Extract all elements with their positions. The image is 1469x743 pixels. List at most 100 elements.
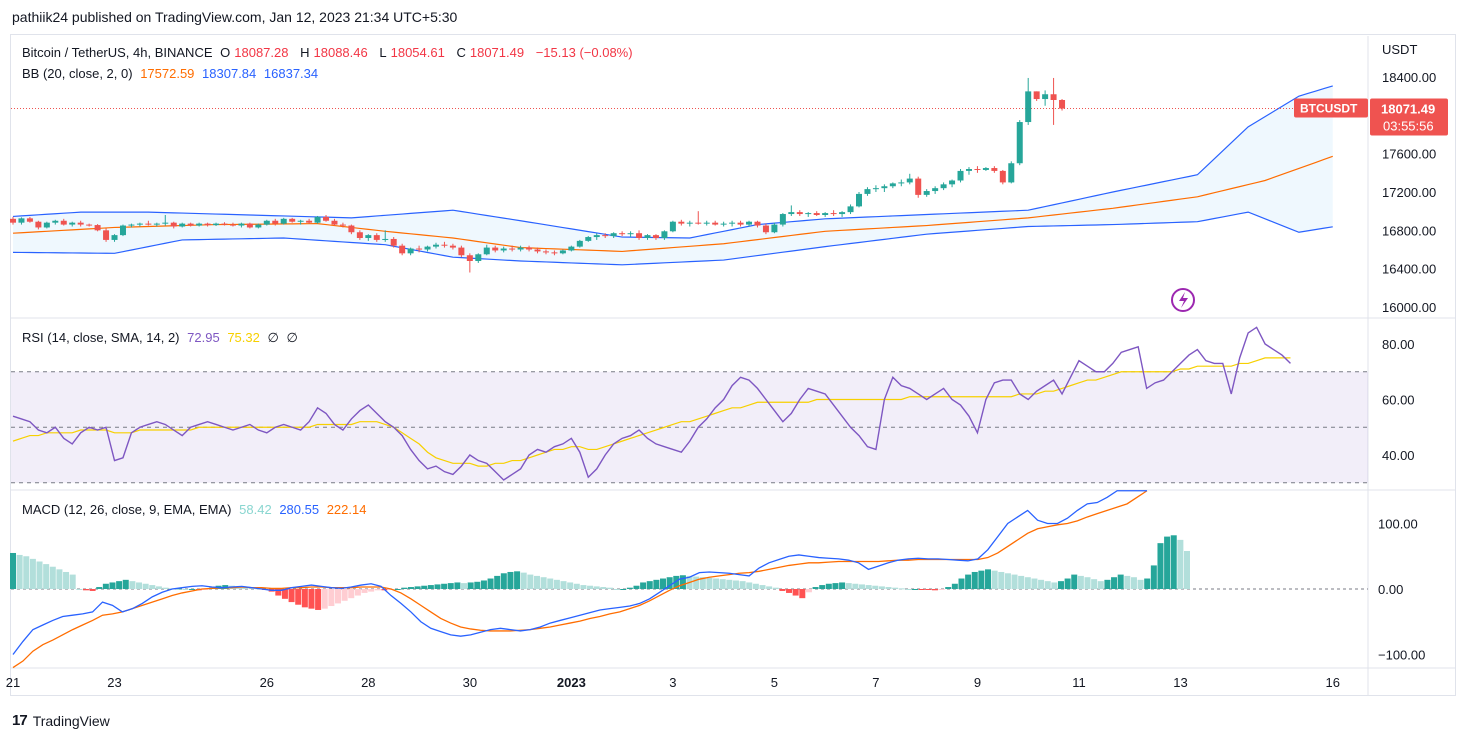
macd-histogram-bar (752, 583, 759, 589)
macd-histogram-bar (759, 585, 766, 589)
change-value: −15.13 (−0.08%) (535, 45, 633, 60)
candle-body (526, 247, 533, 250)
macd-histogram-bar (494, 575, 501, 589)
rsi-axis-tick: 40.00 (1382, 448, 1415, 463)
macd-histogram-bar (1091, 579, 1098, 589)
macd-histogram-bar (965, 574, 972, 589)
candle-body (627, 233, 634, 235)
open-label: O (220, 45, 231, 60)
candle-body (864, 189, 871, 194)
macd-histogram-bar (202, 589, 209, 590)
macd-histogram-bar (560, 581, 567, 589)
macd-histogram-bar (36, 561, 43, 589)
rsi-extra-1: ∅ (267, 330, 279, 345)
macd-histogram-bar (693, 576, 700, 589)
macd-histogram-bar (646, 581, 653, 589)
macd-histogram-bar (1051, 582, 1058, 589)
macd-histogram-bar (766, 586, 773, 589)
macd-histogram-bar (938, 589, 945, 590)
macd-histogram-bar (361, 589, 368, 593)
macd-histogram-bar (23, 556, 30, 589)
macd-histogram-bar (414, 586, 421, 589)
macd-histogram-bar (315, 589, 322, 610)
candle-body (86, 224, 93, 226)
macd-histogram-bar (109, 582, 116, 589)
macd-histogram-bar (421, 585, 428, 589)
rsi-legend[interactable]: RSI (14, close, SMA, 14, 2) 72.95 75.32 … (22, 330, 302, 346)
macd-histogram-bar (713, 578, 720, 589)
candle-body (373, 235, 380, 240)
candle-body (737, 222, 744, 225)
macd-histogram-bar (852, 583, 859, 589)
macd-histogram-bar (533, 575, 540, 589)
candle-body (424, 246, 431, 250)
symbol-label[interactable]: Bitcoin / TetherUS, 4h, BINANCE (22, 45, 213, 60)
lightning-icon-bolt (1179, 292, 1188, 308)
candle-body (1059, 100, 1066, 109)
macd-histogram-bar (812, 587, 819, 589)
candle-body (1025, 91, 1032, 123)
macd-histogram-bar (281, 589, 288, 599)
macd-histogram-bar (368, 589, 375, 592)
bb-legend[interactable]: BB (20, close, 2, 0) 17572.59 18307.84 1… (22, 66, 322, 81)
price-axis-tick: 16800.00 (1382, 223, 1436, 238)
candle-body (991, 168, 998, 171)
time-axis-tick: 3 (669, 675, 676, 690)
candle-body (441, 244, 448, 246)
candle-body (331, 220, 338, 225)
price-axis-tick: 17600.00 (1382, 147, 1436, 162)
macd-histogram-bar (520, 572, 527, 589)
candle-body (652, 235, 659, 238)
macd-histogram-bar (985, 569, 992, 589)
macd-histogram-bar (96, 587, 103, 589)
macd-histogram-bar (500, 573, 507, 589)
macd-histogram-bar (480, 580, 487, 589)
macd-histogram-bar (1104, 579, 1111, 589)
time-axis-tick: 5 (771, 675, 778, 690)
macd-histogram-bar (898, 588, 905, 590)
macd-histogram-bar (136, 582, 143, 589)
candle-body (407, 248, 414, 254)
macd-histogram-bar (772, 587, 779, 589)
candle-body (238, 223, 245, 226)
macd-histogram-bar (461, 583, 468, 589)
macd-histogram-bar (348, 589, 355, 599)
main-legend: Bitcoin / TetherUS, 4h, BINANCE O 18087.2… (22, 45, 637, 60)
publisher-header: pathiik24 published on TradingView.com, … (12, 9, 458, 25)
candle-body (492, 247, 499, 251)
macd-histogram-bar (76, 589, 83, 590)
candle-body (170, 222, 177, 227)
time-axis-tick: 7 (872, 675, 879, 690)
price-axis-tick: 17200.00 (1382, 185, 1436, 200)
macd-histogram-bar (16, 554, 23, 589)
macd-histogram-bar (116, 581, 123, 589)
macd-histogram-bar (839, 582, 846, 589)
candle-body (314, 216, 321, 223)
tradingview-footer[interactable]: 17 TradingView (12, 712, 110, 729)
macd-histogram-bar (1031, 578, 1038, 589)
candle-body (559, 250, 566, 254)
macd-histogram-bar (122, 579, 129, 589)
rsi-axis-tick: 80.00 (1382, 337, 1415, 352)
candle-body (957, 170, 964, 181)
macd-histogram-bar (328, 589, 335, 607)
candle-body (196, 223, 203, 226)
candle-body (136, 223, 143, 225)
macd-histogram-bar (845, 583, 852, 589)
macd-histogram-bar (1097, 581, 1104, 589)
macd-legend[interactable]: MACD (12, 26, close, 9, EMA, EMA) 58.42 … (22, 502, 370, 517)
macd-histogram-bar (679, 575, 686, 589)
candle-body (204, 223, 211, 226)
macd-histogram-bar (892, 587, 899, 589)
macd-histogram-bar (341, 589, 348, 601)
rsi-line (12, 326, 1291, 481)
macd-histogram-bar (1057, 581, 1064, 589)
candle-body (1050, 94, 1057, 100)
macd-histogram-bar (295, 589, 302, 605)
macd-axis-tick: 100.00 (1378, 517, 1418, 532)
macd-axis-tick: 0.00 (1378, 582, 1403, 597)
macd-histogram-bar (699, 577, 706, 589)
macd-histogram-bar (401, 587, 408, 589)
candle-body (255, 224, 262, 228)
